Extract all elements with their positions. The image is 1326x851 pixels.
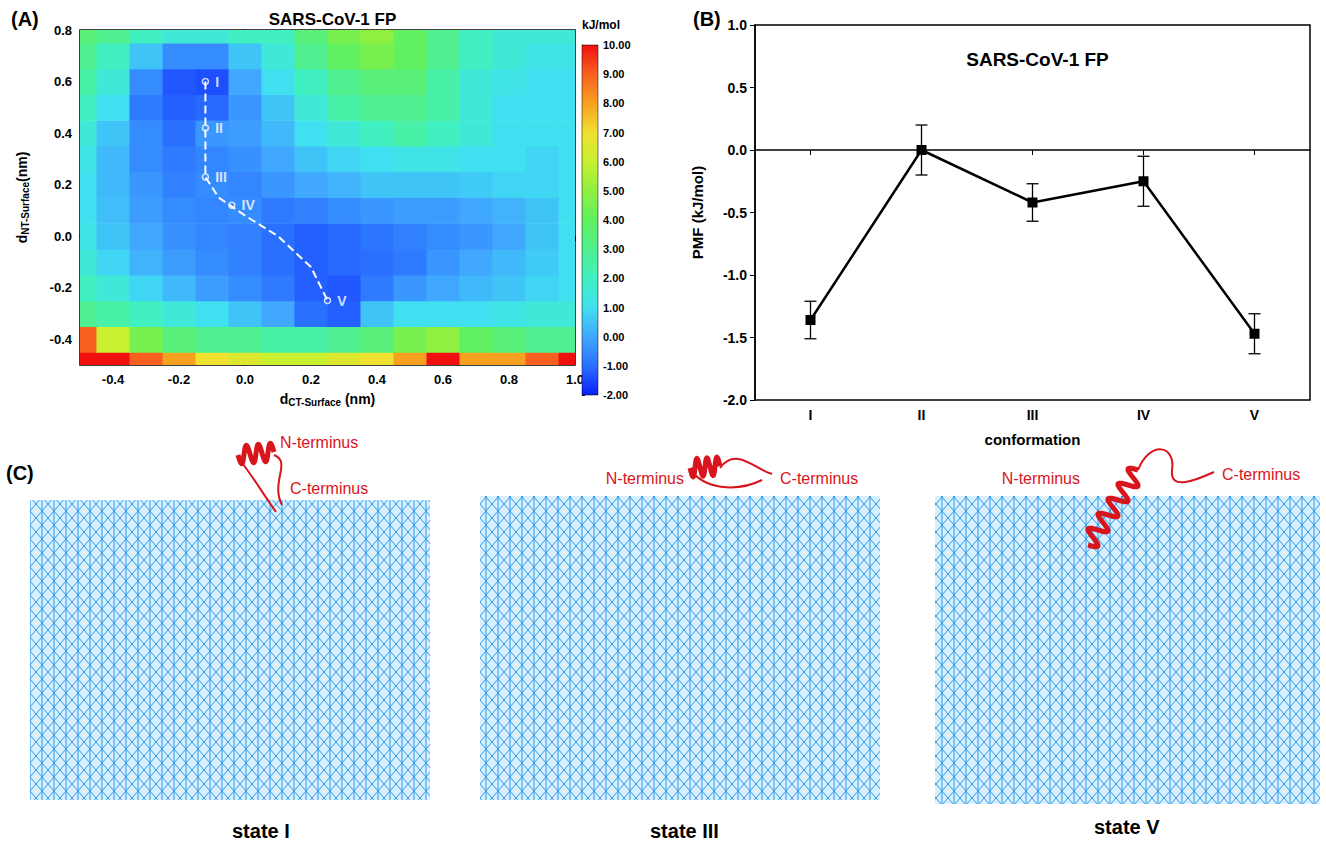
svg-text:0.4: 0.4 xyxy=(54,126,73,141)
svg-text:-2.0: -2.0 xyxy=(723,392,747,408)
svg-text:-0.4: -0.4 xyxy=(102,372,125,387)
svg-text:0.6: 0.6 xyxy=(434,372,452,387)
svg-text:0.2: 0.2 xyxy=(54,177,72,192)
svg-text:-0.2: -0.2 xyxy=(168,372,190,387)
svg-text:I: I xyxy=(809,407,813,423)
svg-text:2.00: 2.00 xyxy=(603,272,624,284)
svg-text:PMF (kJ/mol): PMF (kJ/mol) xyxy=(689,166,706,259)
svg-text:(nm): (nm) xyxy=(341,391,375,407)
svg-text:kJ/mol: kJ/mol xyxy=(582,18,620,32)
svg-text:-2.00: -2.00 xyxy=(603,389,628,401)
svg-text:0.4: 0.4 xyxy=(368,372,387,387)
svg-text:0.6: 0.6 xyxy=(54,74,72,89)
svg-text:(B): (B) xyxy=(693,8,721,30)
svg-text:5.00: 5.00 xyxy=(603,185,624,197)
svg-text:(nm): (nm) xyxy=(14,152,30,182)
svg-text:N-terminus: N-terminus xyxy=(1002,470,1080,487)
svg-text:state V: state V xyxy=(1094,816,1160,838)
svg-text:C-terminus: C-terminus xyxy=(1222,466,1300,483)
svg-text:0.2: 0.2 xyxy=(302,372,320,387)
svg-text:N-terminus: N-terminus xyxy=(606,470,684,487)
svg-text:state III: state III xyxy=(650,820,719,842)
svg-text:1.00: 1.00 xyxy=(603,302,624,314)
svg-text:N-terminus: N-terminus xyxy=(280,434,358,451)
svg-text:9.00: 9.00 xyxy=(603,68,624,80)
svg-text:1.0: 1.0 xyxy=(566,372,584,387)
svg-text:conformation: conformation xyxy=(985,431,1081,448)
svg-text:state I: state I xyxy=(232,820,290,842)
svg-text:(C): (C) xyxy=(6,462,34,484)
svg-text:II: II xyxy=(215,120,223,136)
svg-text:0.8: 0.8 xyxy=(500,372,518,387)
svg-text:10.00: 10.00 xyxy=(603,39,631,51)
svg-text:III: III xyxy=(1027,407,1039,423)
svg-text:0.8: 0.8 xyxy=(54,23,72,38)
svg-text:1.0: 1.0 xyxy=(728,17,748,33)
svg-text:SARS-CoV-1 FP: SARS-CoV-1 FP xyxy=(269,10,397,29)
svg-text:6.00: 6.00 xyxy=(603,156,624,168)
svg-text:d: d xyxy=(280,391,289,407)
svg-text:IV: IV xyxy=(242,197,256,213)
svg-text:IV: IV xyxy=(1137,407,1151,423)
svg-text:(A): (A) xyxy=(11,8,39,30)
svg-text:0.0: 0.0 xyxy=(236,372,254,387)
svg-text:0.0: 0.0 xyxy=(728,142,748,158)
svg-text:4.00: 4.00 xyxy=(603,214,624,226)
svg-text:3.00: 3.00 xyxy=(603,243,624,255)
svg-text:0.5: 0.5 xyxy=(728,80,748,96)
svg-text:0.00: 0.00 xyxy=(603,331,624,343)
svg-text:V: V xyxy=(337,293,347,309)
svg-text:-0.5: -0.5 xyxy=(723,205,747,221)
svg-text:C-terminus: C-terminus xyxy=(290,480,368,497)
svg-text:NT-Surface: NT-Surface xyxy=(20,182,31,235)
svg-text:7.00: 7.00 xyxy=(603,127,624,139)
svg-text:V: V xyxy=(1250,407,1260,423)
svg-text:C-terminus: C-terminus xyxy=(780,470,858,487)
svg-text:d: d xyxy=(14,235,30,244)
svg-text:II: II xyxy=(918,407,926,423)
svg-text:CT-Surface: CT-Surface xyxy=(288,397,341,408)
svg-text:SARS-CoV-1 FP: SARS-CoV-1 FP xyxy=(966,49,1109,70)
svg-text:-1.5: -1.5 xyxy=(723,330,747,346)
svg-text:-0.4: -0.4 xyxy=(50,332,73,347)
svg-text:8.00: 8.00 xyxy=(603,97,624,109)
svg-text:-0.2: -0.2 xyxy=(50,280,72,295)
svg-text:-1.0: -1.0 xyxy=(723,267,747,283)
svg-text:I: I xyxy=(215,74,219,90)
svg-text:0.0: 0.0 xyxy=(54,229,72,244)
svg-text:III: III xyxy=(215,169,227,185)
svg-text:-1.00: -1.00 xyxy=(603,360,628,372)
